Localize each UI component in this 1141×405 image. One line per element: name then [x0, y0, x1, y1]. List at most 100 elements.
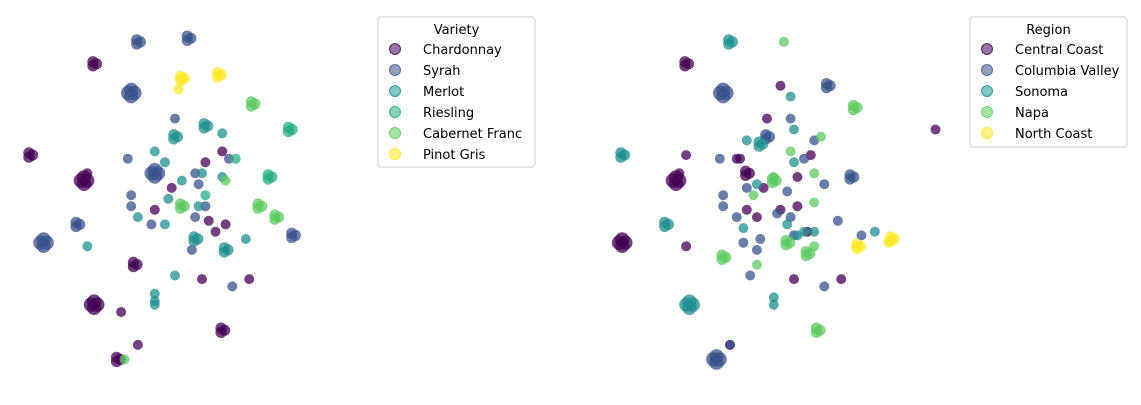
- data-point-cabernet-franc: [252, 198, 264, 210]
- data-point-napa: [809, 197, 820, 208]
- data-point-chardonnay: [197, 274, 207, 285]
- legend-frame: [377, 16, 536, 168]
- data-point-napa: [800, 245, 812, 258]
- data-point-columbia-valley: [819, 179, 830, 190]
- data-point-napa: [748, 190, 759, 201]
- variety-scatter-plot: [23, 30, 301, 368]
- data-point-cabernet-franc: [269, 209, 281, 221]
- data-point-columbia-valley: [856, 230, 867, 241]
- data-point-chardonnay: [200, 157, 211, 168]
- data-point-merlot: [198, 118, 210, 130]
- legend-label: Napa: [1015, 106, 1049, 121]
- data-point-central-coast: [731, 153, 742, 164]
- data-point-columbia-valley: [772, 208, 783, 219]
- data-point-cabernet-franc: [245, 96, 257, 108]
- data-point-columbia-valley: [725, 339, 735, 350]
- data-point-napa: [815, 131, 826, 142]
- data-point-sonoma: [723, 34, 735, 46]
- legend-marker: [981, 127, 993, 139]
- data-point-columbia-valley: [741, 182, 752, 193]
- data-point-napa: [809, 168, 820, 179]
- data-point-chardonnay: [132, 339, 143, 350]
- data-point-sonoma: [753, 136, 765, 148]
- data-point-central-coast: [741, 204, 752, 215]
- data-point-merlot: [197, 168, 207, 179]
- legend-label: Columbia Valley: [1015, 64, 1120, 79]
- data-point-chardonnay: [127, 256, 139, 268]
- data-point-columbia-valley: [755, 234, 766, 244]
- data-point-syrah: [36, 232, 51, 247]
- legend-label: Cabernet Franc: [423, 127, 522, 142]
- data-point-cabernet-franc: [119, 354, 130, 365]
- data-point-napa: [785, 146, 796, 157]
- data-point-syrah: [146, 219, 157, 230]
- data-point-central-coast: [792, 201, 803, 212]
- data-point-syrah: [227, 281, 238, 292]
- data-point-chardonnay: [166, 182, 177, 193]
- data-point-central-coast: [674, 168, 685, 179]
- data-point-columbia-valley: [760, 129, 772, 141]
- variety-legend: Variety Chardonnay Syrah Merlot Riesling Cabe…: [377, 16, 536, 168]
- data-point-columbia-valley: [716, 82, 731, 98]
- data-point-syrah: [147, 163, 162, 178]
- data-point-merlot: [217, 128, 228, 139]
- data-point-north-coast: [851, 238, 863, 250]
- data-point-columbia-valley: [731, 212, 742, 223]
- data-point-napa: [809, 241, 820, 252]
- data-point-cabernet-franc: [220, 175, 231, 186]
- data-point-sonoma: [809, 226, 820, 237]
- data-point-napa: [810, 322, 822, 334]
- data-point-central-coast: [930, 124, 941, 135]
- data-point-central-coast: [681, 150, 692, 161]
- data-point-merlot: [170, 270, 180, 281]
- legend-title: Variety: [434, 23, 480, 38]
- data-point-syrah: [286, 227, 298, 239]
- data-point-columbia-valley: [745, 270, 756, 281]
- data-point-syrah: [190, 212, 201, 223]
- legend-marker: [389, 127, 401, 139]
- data-point-merlot: [218, 242, 230, 254]
- legend-label: Sonoma: [1015, 85, 1068, 100]
- data-point-chardonnay: [220, 219, 231, 230]
- legend-label: Chardonnay: [423, 43, 502, 58]
- data-point-columbia-valley: [751, 244, 762, 255]
- data-point-syrah: [126, 190, 137, 201]
- data-point-central-coast: [792, 172, 803, 182]
- data-point-chardonnay: [217, 146, 228, 157]
- data-point-columbia-valley: [844, 169, 856, 181]
- data-point-chardonnay: [210, 226, 221, 237]
- data-point-riesling: [282, 121, 294, 133]
- data-point-syrah: [126, 201, 137, 212]
- legend-label: Pinot Gris: [423, 148, 486, 163]
- data-point-columbia-valley: [714, 153, 725, 164]
- data-point-napa: [751, 259, 762, 270]
- data-point-sonoma: [768, 299, 779, 310]
- data-point-columbia-valley: [738, 237, 749, 248]
- data-point-chardonnay: [23, 147, 35, 159]
- data-point-merlot: [82, 241, 93, 252]
- data-point-columbia-valley: [832, 215, 843, 226]
- data-point-merlot: [149, 296, 160, 307]
- data-point-merlot: [159, 219, 170, 230]
- data-point-sonoma: [789, 157, 799, 168]
- data-point-merlot: [240, 234, 251, 244]
- data-point-merlot: [168, 129, 180, 141]
- data-point-columbia-valley: [820, 78, 833, 90]
- data-point-central-coast: [681, 241, 692, 252]
- data-point-syrah: [193, 179, 204, 190]
- data-point-chardonnay: [87, 56, 99, 68]
- data-point-chardonnay: [110, 351, 123, 363]
- data-point-sonoma: [615, 147, 627, 159]
- data-point-sonoma: [738, 223, 749, 234]
- data-point-central-coast: [740, 165, 752, 177]
- data-point-syrah: [186, 244, 197, 255]
- data-point-sonoma: [782, 219, 793, 230]
- data-point-central-coast: [614, 232, 630, 247]
- data-point-columbia-valley: [709, 349, 724, 364]
- data-point-central-coast: [751, 212, 762, 223]
- data-point-sonoma: [785, 91, 796, 102]
- data-point-sonoma: [682, 294, 697, 309]
- legend-label: Central Coast: [1015, 43, 1103, 58]
- data-point-merlot: [163, 193, 174, 204]
